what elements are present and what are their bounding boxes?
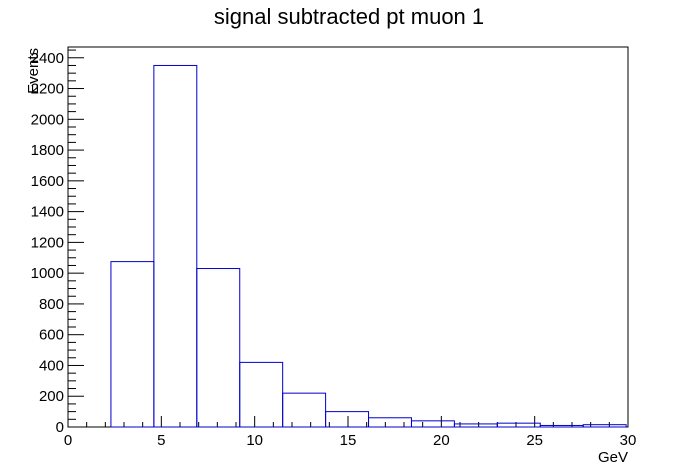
y-tick-label: 400: [39, 357, 64, 374]
histogram-series: [110, 64, 627, 428]
y-tick-label: 600: [39, 327, 64, 344]
y-tick-label: 1600: [31, 173, 64, 190]
y-tick-label: 2200: [31, 81, 64, 98]
y-tick-label: 800: [39, 296, 64, 313]
x-tick-label: 25: [526, 432, 543, 449]
y-tick-label: 200: [39, 388, 64, 405]
plot-axes: 0 5 10 15 20 25 30 0 200 400 600 800 1000 1200 1400 160…: [31, 46, 637, 449]
y-tick-label: 2400: [31, 50, 64, 67]
x-tick-label: 5: [157, 432, 165, 449]
x-tick-label: 0: [64, 432, 72, 449]
y-axis-label: Events: [25, 48, 42, 94]
x-tick-label: 10: [246, 432, 263, 449]
histogram-bin: [196, 268, 241, 428]
histogram-bin: [282, 392, 327, 428]
x-tick-label: 15: [340, 432, 357, 449]
chart-title: signal subtracted pt muon 1: [214, 4, 484, 29]
y-tick-label: 1200: [31, 234, 64, 251]
x-axis-label: GeV: [598, 449, 628, 466]
histogram-bin: [153, 64, 198, 428]
y-tick-label: 1800: [31, 142, 64, 159]
y-tick-label: 0: [56, 419, 64, 436]
y-tick-label: 1000: [31, 265, 64, 282]
x-tick-label: 30: [620, 432, 637, 449]
histogram-bin: [582, 424, 627, 428]
x-tick-label: 20: [433, 432, 450, 449]
y-tick-label: 1400: [31, 204, 64, 221]
y-tick-label: 2000: [31, 111, 64, 128]
